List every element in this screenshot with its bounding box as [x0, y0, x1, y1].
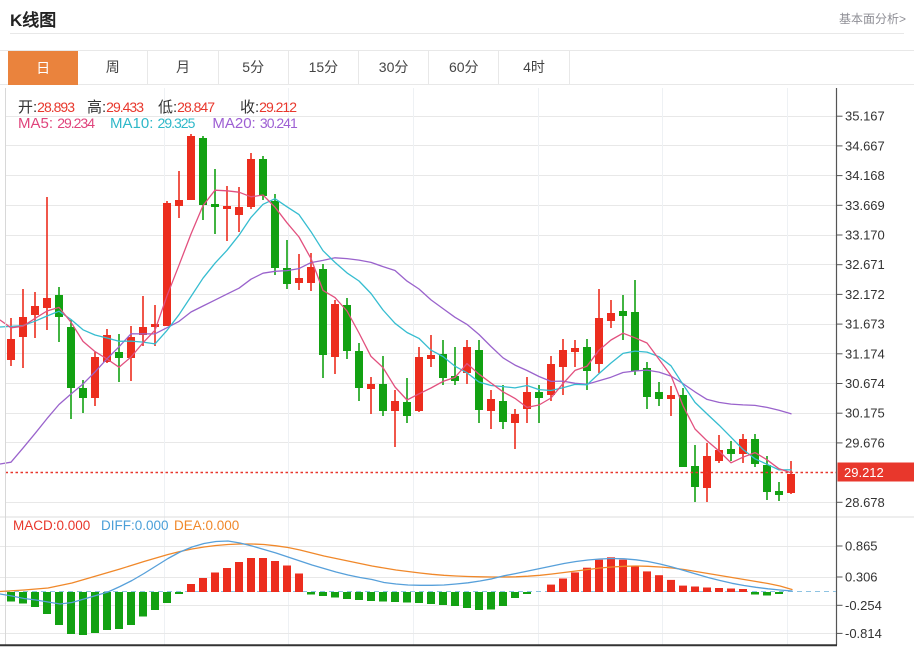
- svg-text:34.168: 34.168: [845, 168, 885, 183]
- svg-text:34.667: 34.667: [845, 138, 885, 153]
- svg-text:31.673: 31.673: [845, 317, 885, 332]
- svg-text:30.674: 30.674: [845, 376, 885, 391]
- svg-text:32.671: 32.671: [845, 257, 885, 272]
- svg-text:0.865: 0.865: [845, 539, 878, 554]
- svg-text:31.174: 31.174: [845, 346, 885, 361]
- svg-text:-0.814: -0.814: [845, 626, 882, 641]
- svg-text:33.170: 33.170: [845, 228, 885, 243]
- svg-text:28.678: 28.678: [845, 495, 885, 510]
- svg-text:33.669: 33.669: [845, 198, 885, 213]
- svg-text:30.175: 30.175: [845, 406, 885, 421]
- svg-text:29.676: 29.676: [845, 435, 885, 450]
- svg-text:0.306: 0.306: [845, 570, 878, 585]
- svg-text:-0.254: -0.254: [845, 598, 882, 613]
- svg-text:29.212: 29.212: [844, 465, 884, 480]
- svg-text:35.167: 35.167: [845, 109, 885, 124]
- svg-text:32.172: 32.172: [845, 287, 885, 302]
